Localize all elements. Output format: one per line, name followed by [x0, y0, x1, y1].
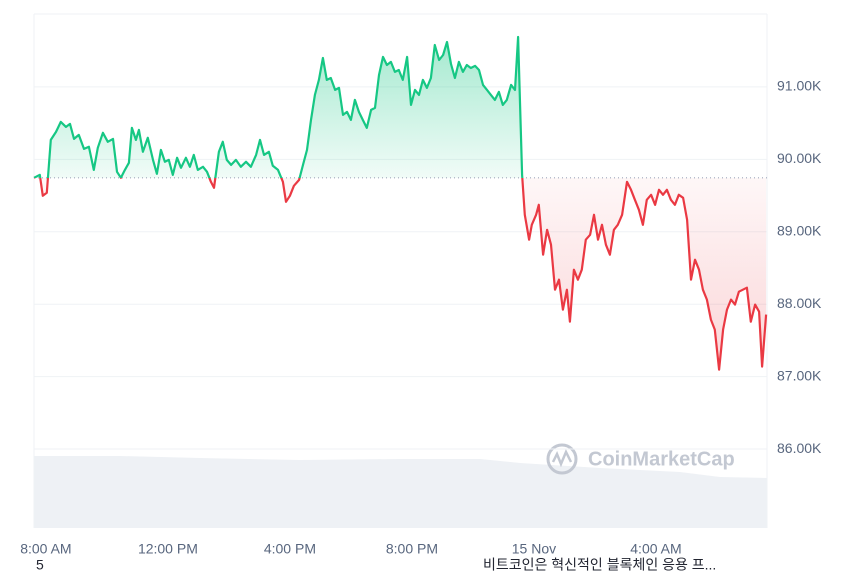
y-tick-label: 90.00K — [777, 150, 822, 166]
watermark-logo — [546, 443, 578, 475]
x-tick-label: 12:00 PM — [138, 541, 198, 557]
watermark: CoinMarketCap — [546, 443, 735, 475]
volume-area — [34, 456, 767, 528]
price-line — [33, 35, 768, 371]
page-number: 5 — [36, 557, 44, 573]
watermark-text: CoinMarketCap — [588, 448, 735, 470]
y-tick-label: 91.00K — [777, 78, 822, 94]
x-tick-label: 4:00 PM — [264, 541, 316, 557]
x-tick-label: 8:00 AM — [20, 541, 71, 557]
y-tick-label: 88.00K — [777, 295, 822, 311]
x-tick-label: 8:00 PM — [386, 541, 438, 557]
y-tick-label: 89.00K — [777, 222, 822, 238]
watermark-logo-mark — [551, 448, 573, 468]
x-tick-label: 4:00 AM — [630, 541, 681, 557]
caption: 비트코인은 혁신적인 블록체인 응용 프... — [483, 557, 716, 573]
y-tick-label: 87.00K — [777, 367, 822, 383]
price-area — [34, 37, 767, 370]
x-tick-label: 15 Nov — [512, 541, 556, 557]
y-tick-label: 86.00K — [777, 440, 822, 456]
